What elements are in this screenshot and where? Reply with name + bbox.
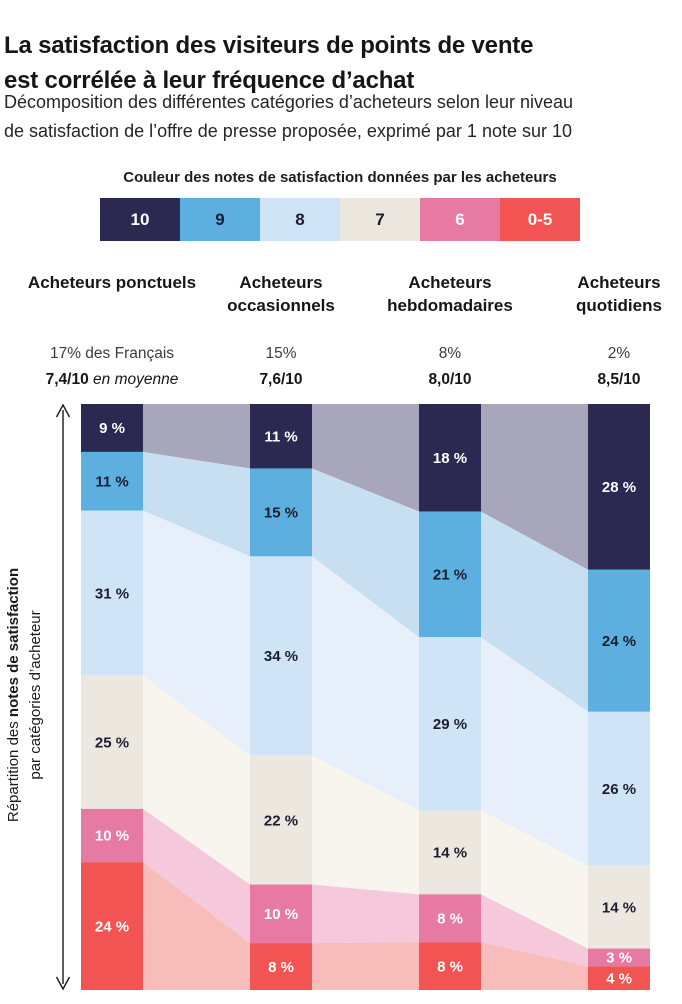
segment-label-8: 34 % (264, 648, 298, 665)
page-subtitle-line1: Décomposition des différentes catégories… (4, 92, 574, 112)
legend-swatch-10: 10 (100, 198, 180, 241)
flow-ribbon-10 (481, 404, 588, 570)
y-axis-arrow (55, 403, 71, 991)
flow-ribbon-6 (312, 884, 419, 944)
segment-label-10: 28 % (602, 479, 636, 496)
flow-ribbon-8 (481, 637, 588, 866)
bar-segment-8 (419, 637, 481, 811)
column-header-1: Acheteurs ponctuels (27, 273, 197, 292)
bar-segment-8 (81, 510, 143, 676)
segment-label-0-5: 8 % (437, 958, 463, 975)
flow-ribbon-9 (143, 451, 250, 557)
segment-label-6: 10 % (95, 828, 129, 845)
segment-label-6: 10 % (264, 906, 298, 923)
bar-segment-6 (81, 808, 143, 863)
page-subtitle-line2: de satisfaction de l’offre de presse pro… (4, 121, 573, 141)
legend-swatch-8: 8 (260, 198, 340, 241)
segment-label-10: 9 % (99, 420, 125, 437)
chart-area: 9 % 11 % 31 % 25 % 10 % 24 % 11 % 15 % 34 % 22 % 1… (0, 400, 682, 1000)
bar-segment-10 (419, 404, 481, 512)
bar-segment-7 (81, 675, 143, 809)
flow-ribbon-6 (143, 808, 250, 944)
page-title-line1: La satisfaction des visiteurs de points … (4, 32, 534, 60)
legend-swatch-9: 9 (180, 198, 260, 241)
bar-segment-0-5 (250, 943, 312, 990)
segment-label-10: 11 % (264, 428, 297, 445)
segment-label-7: 14 % (602, 899, 636, 916)
column-average-1: 7,4/10 en moyenne (45, 371, 179, 388)
bar-segment-9 (250, 468, 312, 557)
flow-ribbon-0-5 (143, 862, 250, 990)
segment-label-8: 26 % (602, 781, 636, 798)
flow-ribbon-7 (481, 810, 588, 949)
segment-label-8: 31 % (95, 585, 129, 602)
column-header-2: Acheteurs occasionnels (227, 273, 335, 315)
page-subtitle: Décomposition des différentes catégories… (4, 88, 680, 146)
legend-swatch-6: 6 (420, 198, 500, 241)
segment-label-7: 14 % (433, 845, 467, 862)
flow-ribbon-7 (143, 675, 250, 885)
y-axis-label: Répartition des notes de satisfaction pa… (3, 475, 49, 915)
flow-ribbon-0-5 (312, 942, 419, 990)
segment-label-9: 24 % (602, 633, 636, 650)
legend-swatch-7: 7 (340, 198, 420, 241)
segment-label-6: 8 % (437, 910, 463, 927)
bar-segment-6 (419, 894, 481, 943)
column-average-3: 8,0/10 (428, 371, 472, 388)
column-header-3: Acheteurs hebdomadaires (387, 273, 513, 315)
bar-segment-7 (419, 810, 481, 895)
column-share-4: 2% (607, 345, 631, 362)
flow-ribbon-6 (481, 894, 588, 967)
page-title: La satisfaction des visiteurs de points … (4, 28, 676, 98)
segment-label-0-5: 4 % (606, 970, 632, 987)
flow-ribbon-9 (481, 511, 588, 712)
bar-segment-10 (81, 404, 143, 452)
bar-segment-0-5 (588, 966, 650, 990)
segment-label-6: 3 % (606, 950, 632, 967)
legend-title: Couleur des notes de satisfaction donnée… (123, 169, 557, 186)
y-axis-label-line1: Répartition des notes de satisfaction (5, 567, 22, 823)
bar-segment-9 (419, 511, 481, 638)
segment-label-9: 11 % (95, 473, 128, 490)
legend-color-scale: 10 9 8 7 6 0-5 (100, 198, 580, 241)
bar-segment-9 (588, 569, 650, 712)
segment-label-7: 25 % (95, 734, 129, 751)
bar-segment-10 (588, 404, 650, 570)
bar-segment-8 (250, 556, 312, 756)
flow-chart: 9 % 11 % 31 % 25 % 10 % 24 % 11 % 15 % 34 % 22 % 1… (55, 403, 650, 991)
column-header-4: Acheteurs quotidiens (576, 273, 662, 315)
bar-segment-6 (588, 948, 650, 967)
bar-segment-0-5 (81, 862, 143, 990)
segment-label-8: 29 % (433, 716, 467, 733)
flow-ribbon-9 (312, 468, 419, 638)
flow-ribbon-8 (143, 510, 250, 756)
column-average-2: 7,6/10 (259, 371, 303, 388)
flow-ribbon-7 (312, 755, 419, 895)
segment-label-9: 21 % (433, 567, 467, 584)
flow-ribbon-8 (312, 556, 419, 811)
flow-ribbon-10 (312, 404, 419, 512)
column-share-2: 15% (265, 345, 297, 362)
segment-label-10: 18 % (433, 450, 467, 467)
segment-label-0-5: 24 % (95, 918, 129, 935)
flow-ribbon-10 (143, 404, 250, 469)
segment-label-7: 22 % (264, 812, 298, 829)
page-title-line2: est corrélée à leur fréquence d’achat (4, 67, 415, 95)
bar-segment-0-5 (419, 942, 481, 990)
column-average-4: 8,5/10 (597, 371, 641, 388)
bar-segment-7 (250, 755, 312, 885)
segment-label-0-5: 8 % (268, 959, 294, 976)
bar-segment-6 (250, 884, 312, 944)
segment-label-9: 15 % (264, 505, 298, 522)
bar-segment-7 (588, 865, 650, 949)
bar-segment-10 (250, 404, 312, 469)
flow-ribbon-0-5 (481, 942, 588, 990)
column-share-3: 8% (438, 345, 462, 362)
legend-swatch-0-5: 0-5 (500, 198, 580, 241)
bar-segment-8 (588, 711, 650, 866)
bar-segment-9 (81, 451, 143, 511)
y-axis-label-line2: par catégories d’acheteur (27, 610, 44, 780)
column-share-1: 17% des Français (49, 345, 175, 362)
